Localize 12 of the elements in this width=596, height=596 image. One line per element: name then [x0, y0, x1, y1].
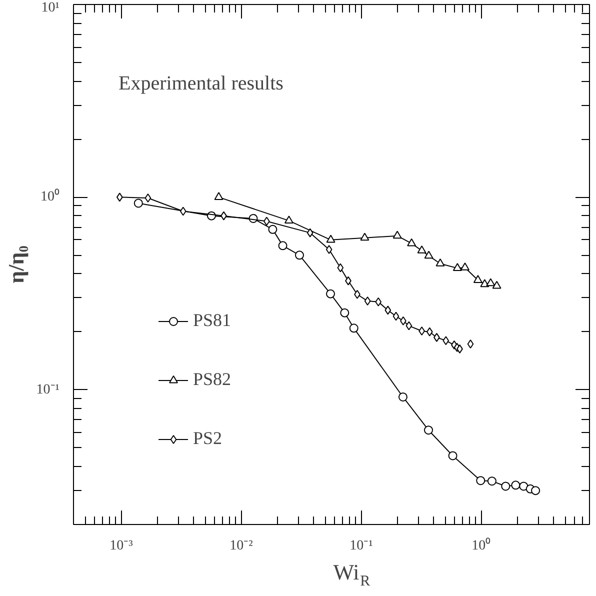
y-axis-title: η/η₀ — [3, 245, 28, 284]
y-tick-label: 10¹ — [41, 0, 60, 16]
annotation: Experimental results — [118, 72, 284, 94]
x-tick-label: 10⁻¹ — [350, 538, 373, 554]
legend-label: PS82 — [193, 369, 232, 390]
x-tick-label: 10⁰ — [472, 538, 491, 554]
y-tick-label: 10⁻¹ — [36, 382, 60, 398]
x-tick-label: 10⁻³ — [110, 538, 133, 554]
x-tick-label: 10⁻² — [230, 538, 253, 554]
legend-label: PS2 — [193, 428, 222, 449]
y-tick-label: 10⁰ — [40, 188, 60, 205]
legend-label: PS81 — [193, 310, 232, 331]
